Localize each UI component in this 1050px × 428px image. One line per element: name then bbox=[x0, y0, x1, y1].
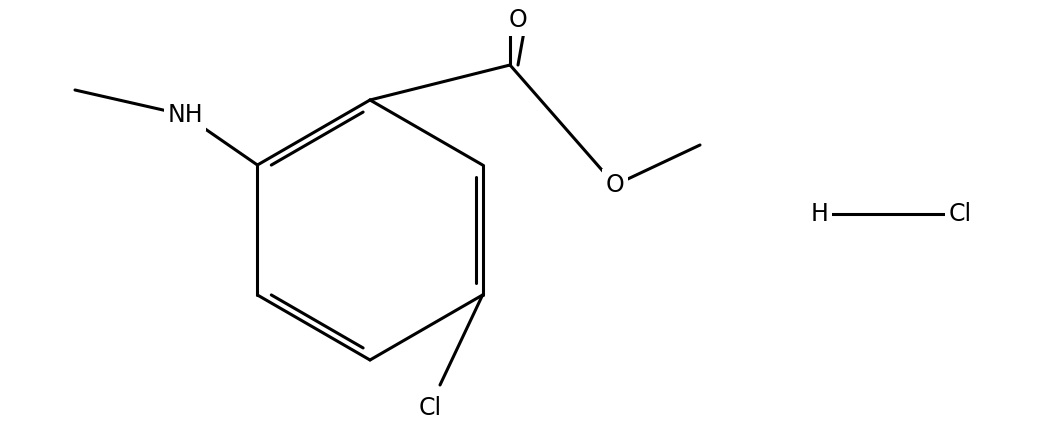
Text: NH: NH bbox=[167, 103, 203, 127]
Text: Cl: Cl bbox=[419, 396, 442, 420]
Text: H: H bbox=[811, 202, 828, 226]
Text: O: O bbox=[509, 8, 528, 32]
Text: O: O bbox=[606, 173, 625, 197]
Text: Cl: Cl bbox=[948, 202, 971, 226]
